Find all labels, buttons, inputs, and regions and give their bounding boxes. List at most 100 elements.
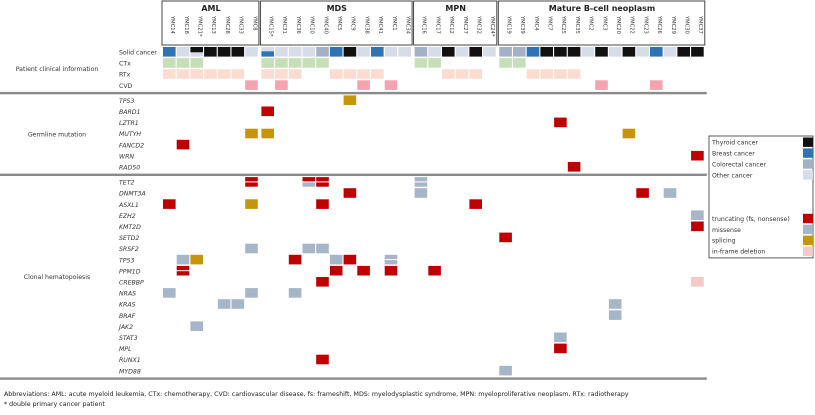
cell-rtx [329,69,343,79]
row-label: SRSF2 [119,246,139,253]
cell-rtx [261,69,274,79]
cell-rtx [163,69,176,79]
cell-ctx [499,58,512,68]
cell-missense [554,332,567,343]
cell-other [636,47,649,57]
cell-rtx [357,69,370,79]
cell-rtx [567,69,581,79]
cell-ctx [261,58,274,68]
cell-truncating [384,265,398,276]
cell-other [384,47,398,57]
sample-id: YMC36 [295,15,301,34]
sample-id: YMC23 [642,15,648,34]
sample-id: YMC18 [183,15,189,34]
cell-truncating [316,177,329,182]
row-label: WRN [119,153,134,160]
cell-truncating [261,106,274,117]
legend-label: Thyroid cancer [711,140,758,147]
sample-id: YMC29 [670,15,676,34]
cell-truncating [316,354,329,365]
cell-missense [245,243,258,254]
sample-id: YMC41 [377,15,383,34]
cell-missense [414,177,428,182]
row-label: TP53 [119,98,134,105]
group-box-mds [259,0,413,46]
sample-id: YMC17 [434,15,440,34]
cell-missense [384,254,398,260]
cell-cvd [245,80,258,90]
cell-rtx [217,69,231,79]
row-labels: Solid cancer CTx RTx CVD Patient clinical in… [16,50,158,376]
cell-missense [190,321,203,331]
sample-id: YMC32 [476,15,482,34]
cell-missense [245,288,258,298]
cell-rtx [455,69,469,79]
legend-box [708,135,814,259]
cell-thyroid [469,47,482,57]
row-label: KMT2D [119,224,141,231]
cell-splicing [343,95,357,105]
row-label: LZTR1 [119,120,139,127]
cell-rtx [275,69,288,79]
cell-thyroid [231,47,245,57]
cell-other [245,47,258,57]
cell-thyroid [343,47,357,57]
row-label: TP53 [119,257,134,264]
cell-truncating [567,162,581,172]
row-label: CTx [119,61,131,68]
cell-missense [608,299,622,309]
sample-id: YMC35 [574,15,580,34]
section-divider [0,173,707,176]
row-label: JAK2 [117,324,133,331]
cell-missense [217,299,231,309]
cell-truncating [499,232,512,243]
cell-breast [329,47,343,57]
cell-ctx [163,58,176,68]
sample-id: YMC28 [224,15,230,34]
cell-other [288,47,302,57]
row-label: RTx [119,72,131,79]
legend-label: missense [712,227,741,234]
cell-cvd [595,80,608,90]
section-divider [0,377,707,380]
group-title: AML [201,4,220,13]
cell-truncating [357,265,370,276]
legend-label: Other cancer [712,172,753,179]
legend: Thyroid cancer Breast cancer Colorectal ca… [708,135,814,259]
sample-id: YMC2 [588,15,594,31]
cell-ctx [275,58,288,68]
sample-id: YMC26 [656,15,662,34]
sample-id: YMC38 [363,15,369,34]
cell-missense [231,299,245,309]
cell-truncating [428,265,441,276]
cell-missense [329,254,343,265]
cell-other [176,47,190,57]
cell-ctx [414,58,428,68]
cell-truncating [176,265,190,271]
cell-ctx [176,58,190,68]
cell-other [483,47,496,57]
cell-truncating [343,188,357,198]
sample-id: YMC34 [405,15,411,35]
row-label: RUNX1 [119,357,141,364]
row-label: NRAS [119,291,136,298]
row-label: MPL [119,346,132,353]
cell-ctx [316,58,329,68]
cell-missense [163,288,176,298]
legend-swatch-other [803,170,813,180]
group-title: MPN [445,4,466,13]
cell-breast [371,47,384,57]
sample-id: YMC8 [251,15,257,31]
row-label: TET2 [119,180,134,187]
cell-truncating [554,117,567,128]
cell-rtx [343,69,357,79]
cell-ctx [302,58,316,68]
cell-truncating [245,177,258,182]
sample-id: YMC27 [462,15,468,34]
cell-thyroid [595,47,608,57]
legend-swatch-inframe [803,246,813,256]
sample-id: YMC3 [601,15,607,31]
cell-missense [302,243,316,254]
sample-id: YMC40 [322,15,328,34]
